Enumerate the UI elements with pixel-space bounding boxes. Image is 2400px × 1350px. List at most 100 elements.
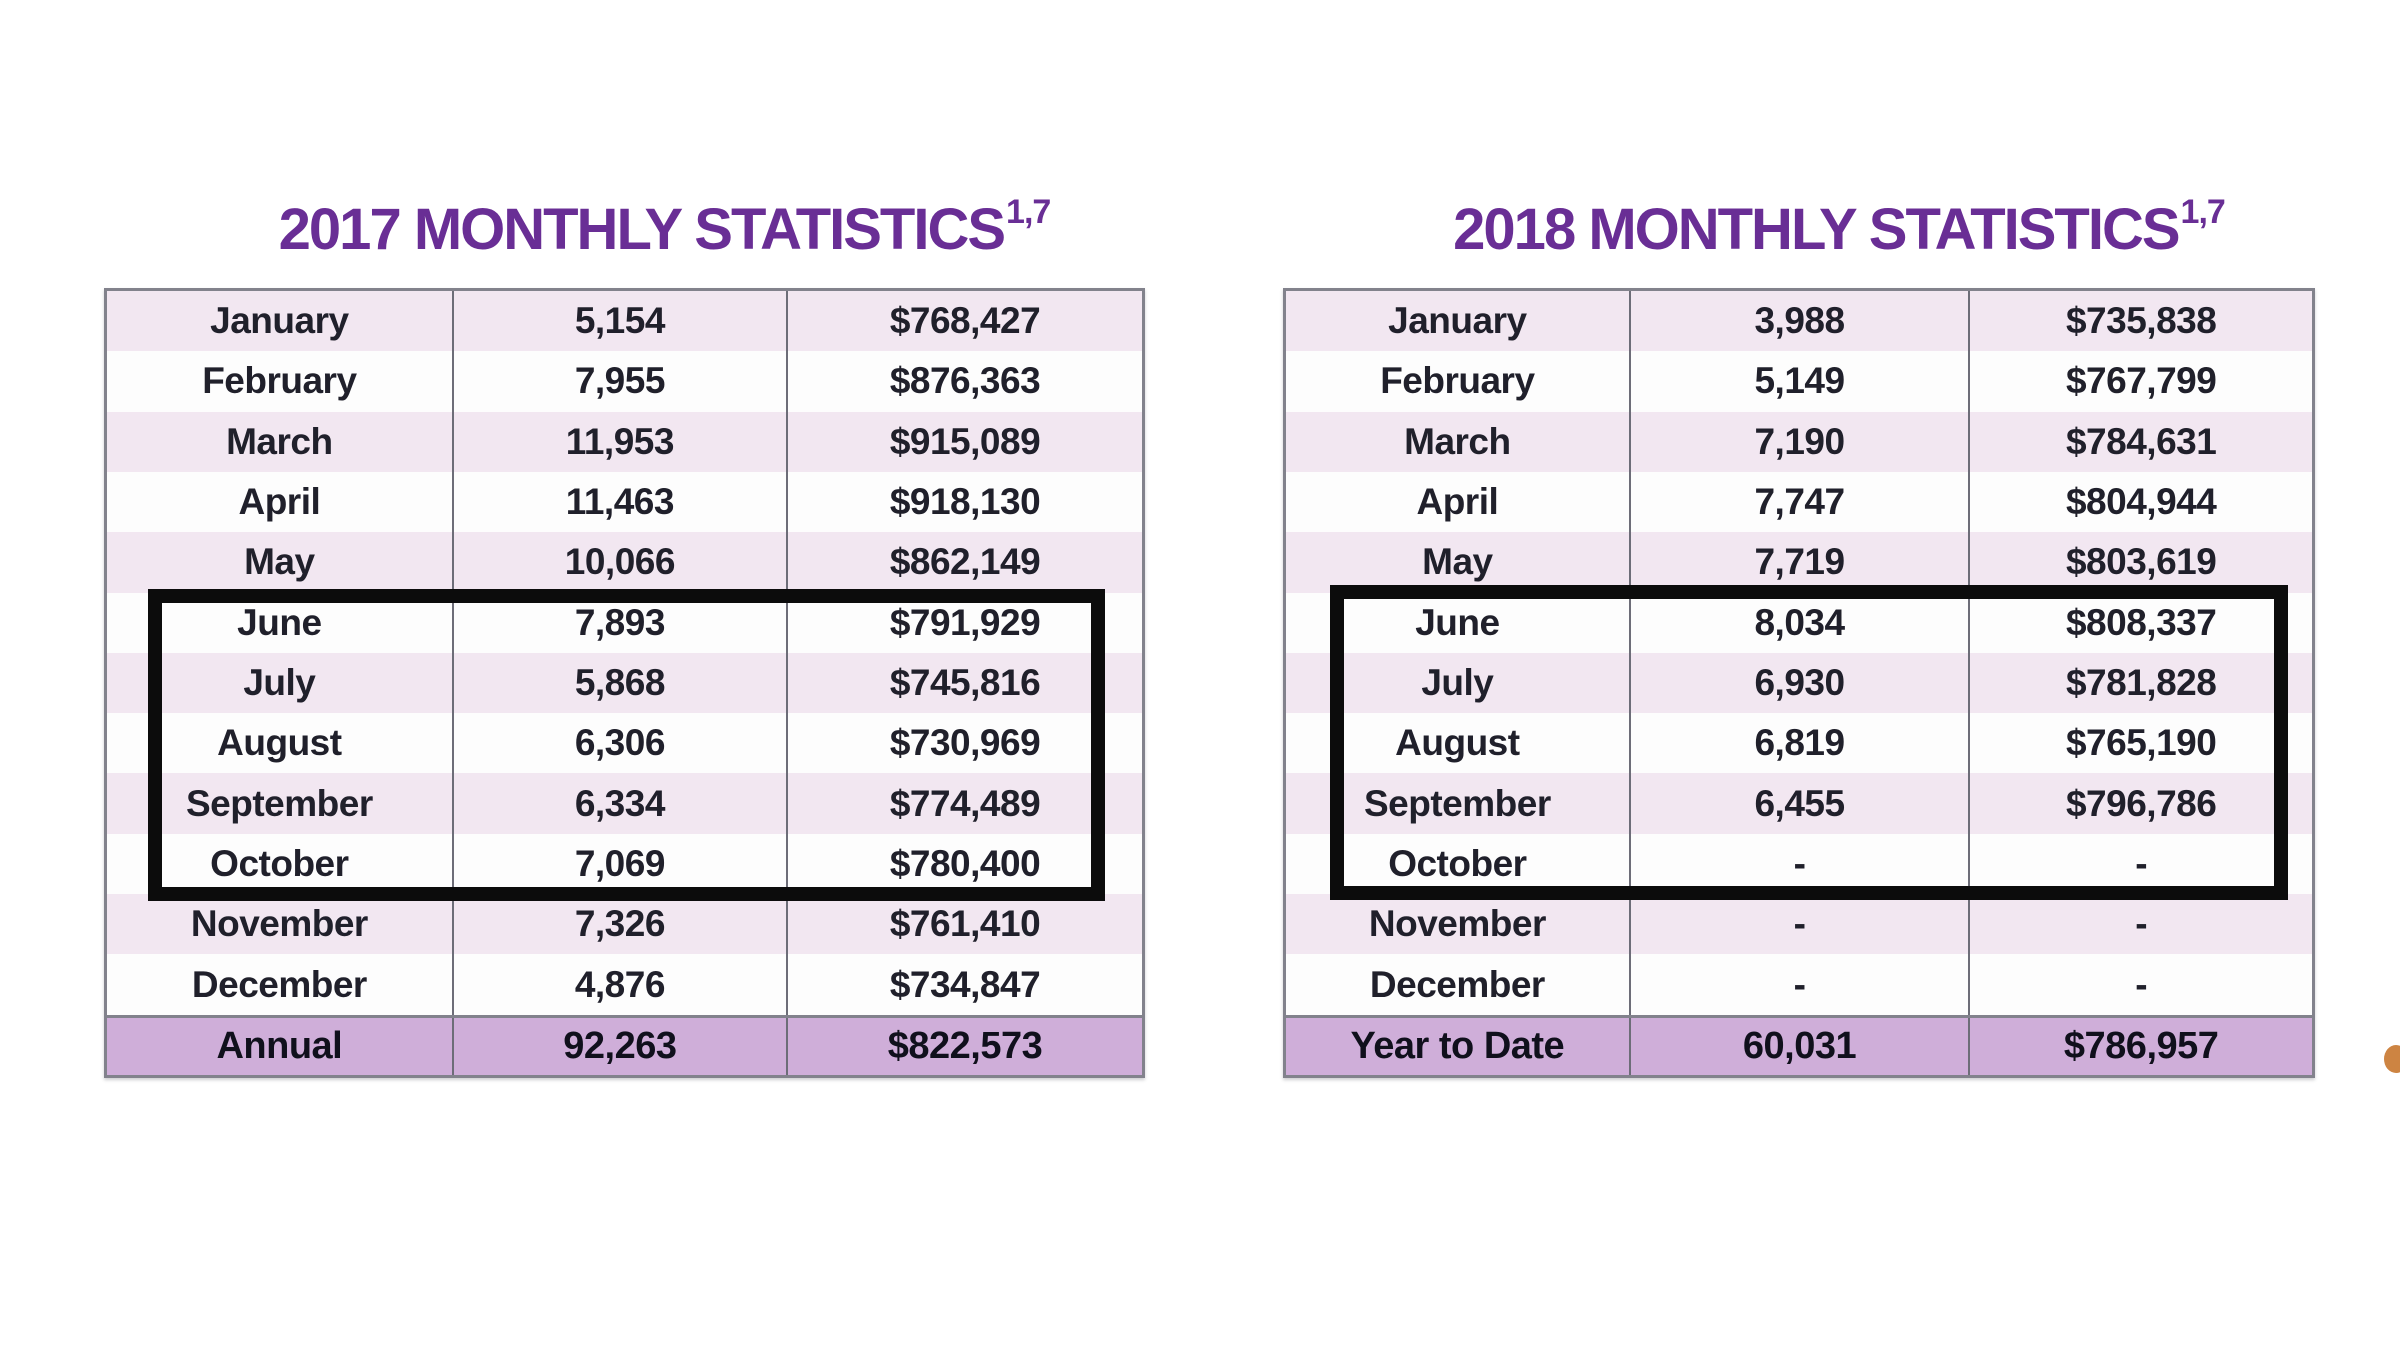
count-cell: 4,876 bbox=[454, 954, 789, 1015]
month-cell: January bbox=[107, 291, 454, 352]
count-cell: 6,819 bbox=[1631, 713, 1971, 774]
table-row: June 8,034 $808,337 bbox=[1286, 592, 2312, 653]
month-cell: September bbox=[107, 773, 454, 834]
month-cell: November bbox=[107, 894, 454, 955]
month-cell: May bbox=[107, 532, 454, 593]
amount-cell: $734,847 bbox=[889, 963, 1041, 1005]
table-title-2018-text: 2018 MONTHLY STATISTICS bbox=[1453, 197, 2180, 262]
amount-cell: $780,400 bbox=[889, 842, 1041, 884]
table-title-2017: 2017 MONTHLY STATISTICS1,7 bbox=[104, 192, 1145, 263]
count-cell: 7,747 bbox=[1631, 471, 1971, 533]
month-cell: June bbox=[1286, 592, 1631, 653]
month-cell: Year to Date bbox=[1286, 1017, 1631, 1075]
stats-block-2017: 2017 MONTHLY STATISTICS1,7 January 5,154 $… bbox=[104, 192, 1145, 1078]
month-cell: Annual bbox=[107, 1017, 454, 1075]
table-title-2018: 2018 MONTHLY STATISTICS1,7 bbox=[1283, 192, 2315, 263]
title-footnote-superscript: 1,7 bbox=[1006, 192, 1051, 231]
count-cell: 92,263 bbox=[454, 1017, 789, 1075]
amount-cell: $745,816 bbox=[889, 661, 1041, 703]
monthly-table-2018: January 3,988 $735,838 February 5,149 $767,79… bbox=[1283, 288, 2315, 1078]
table-row: May 7,719 $803,619 bbox=[1286, 532, 2312, 593]
table-row: April 11,463 $918,130 bbox=[107, 471, 1142, 533]
table-row: March 7,190 $784,631 bbox=[1286, 411, 2312, 472]
amount-cell: $791,929 bbox=[889, 601, 1041, 643]
table-row: December - - bbox=[1286, 954, 2312, 1015]
count-cell: 7,893 bbox=[454, 592, 789, 653]
month-cell: January bbox=[1286, 291, 1631, 352]
table-row: October - - bbox=[1286, 833, 2312, 895]
month-cell: December bbox=[107, 954, 454, 1015]
count-cell: 5,154 bbox=[454, 291, 789, 352]
count-cell: 60,031 bbox=[1631, 1017, 1971, 1075]
amount-cell: $796,786 bbox=[2065, 782, 2217, 824]
month-cell: November bbox=[1286, 894, 1631, 955]
table-row: February 5,149 $767,799 bbox=[1286, 351, 2312, 412]
count-cell: 7,955 bbox=[454, 351, 789, 412]
amount-cell: $774,489 bbox=[889, 782, 1041, 824]
amount-cell: $735,838 bbox=[2065, 300, 2217, 342]
table-row: May 10,066 $862,149 bbox=[107, 532, 1142, 593]
count-cell: 8,034 bbox=[1631, 592, 1971, 653]
count-cell: 6,455 bbox=[1631, 773, 1971, 834]
table-row: September 6,455 $796,786 bbox=[1286, 773, 2312, 834]
count-cell: 11,953 bbox=[454, 411, 789, 472]
count-cell: - bbox=[1631, 894, 1971, 955]
amount-cell: $803,619 bbox=[2065, 541, 2217, 583]
amount-cell: $765,190 bbox=[2065, 722, 2217, 764]
count-cell: - bbox=[1631, 954, 1971, 1015]
count-cell: 6,306 bbox=[454, 713, 789, 774]
month-cell: February bbox=[107, 351, 454, 412]
count-cell: 10,066 bbox=[454, 532, 789, 593]
table-row: January 3,988 $735,838 bbox=[1286, 291, 2312, 352]
table-title-2017-text: 2017 MONTHLY STATISTICS bbox=[278, 197, 1006, 262]
month-cell: March bbox=[1286, 411, 1631, 472]
count-cell: 7,069 bbox=[454, 833, 789, 895]
amount-cell: - bbox=[2135, 963, 2148, 1005]
count-cell: 6,930 bbox=[1631, 652, 1971, 714]
count-cell: 3,988 bbox=[1631, 291, 1971, 352]
table-row: October 7,069 $780,400 bbox=[107, 833, 1142, 895]
total-row: Annual 92,263 $822,573 bbox=[107, 1014, 1142, 1075]
monthly-table-2017: January 5,154 $768,427 February 7,955 $876,36… bbox=[104, 288, 1145, 1078]
table-row: September 6,334 $774,489 bbox=[107, 773, 1142, 834]
amount-cell: $784,631 bbox=[2065, 420, 2217, 462]
stats-block-2018: 2018 MONTHLY STATISTICS1,7 January 3,988 $… bbox=[1283, 192, 2315, 1078]
amount-cell: $876,363 bbox=[889, 360, 1041, 402]
month-cell: March bbox=[107, 411, 454, 472]
amount-cell: $730,969 bbox=[889, 722, 1041, 764]
month-cell: July bbox=[107, 652, 454, 714]
amount-cell: $822,573 bbox=[887, 1024, 1043, 1067]
count-cell: 7,719 bbox=[1631, 532, 1971, 593]
count-cell: 5,149 bbox=[1631, 351, 1971, 412]
month-cell: July bbox=[1286, 652, 1631, 714]
table-row: November 7,326 $761,410 bbox=[107, 894, 1142, 955]
amount-cell: $804,944 bbox=[2065, 481, 2217, 523]
page-edge-artifact bbox=[2384, 1045, 2400, 1073]
amount-cell: $786,957 bbox=[2063, 1024, 2219, 1067]
month-cell: December bbox=[1286, 954, 1631, 1015]
count-cell: 5,868 bbox=[454, 652, 789, 714]
amount-cell: $781,828 bbox=[2065, 661, 2217, 703]
amount-cell: $767,799 bbox=[2065, 360, 2217, 402]
month-cell: October bbox=[1286, 833, 1631, 895]
month-cell: June bbox=[107, 592, 454, 653]
count-cell: 7,326 bbox=[454, 894, 789, 955]
month-cell: April bbox=[1286, 471, 1631, 533]
title-footnote-superscript: 1,7 bbox=[2180, 192, 2226, 231]
month-cell: September bbox=[1286, 773, 1631, 834]
table-row: July 5,868 $745,816 bbox=[107, 652, 1142, 714]
table-row: November - - bbox=[1286, 894, 2312, 955]
table-row: February 7,955 $876,363 bbox=[107, 351, 1142, 412]
amount-cell: - bbox=[2135, 903, 2148, 945]
month-cell: October bbox=[107, 833, 454, 895]
amount-cell: $768,427 bbox=[889, 300, 1041, 342]
highlight-box-2018-june-october bbox=[1330, 585, 2288, 900]
count-cell: - bbox=[1631, 833, 1971, 895]
amount-cell: $761,410 bbox=[889, 903, 1041, 945]
table-row: December 4,876 $734,847 bbox=[107, 954, 1142, 1015]
table-row: August 6,819 $765,190 bbox=[1286, 713, 2312, 774]
month-cell: May bbox=[1286, 532, 1631, 593]
amount-cell: $808,337 bbox=[2065, 601, 2217, 643]
table-row: March 11,953 $915,089 bbox=[107, 411, 1142, 472]
